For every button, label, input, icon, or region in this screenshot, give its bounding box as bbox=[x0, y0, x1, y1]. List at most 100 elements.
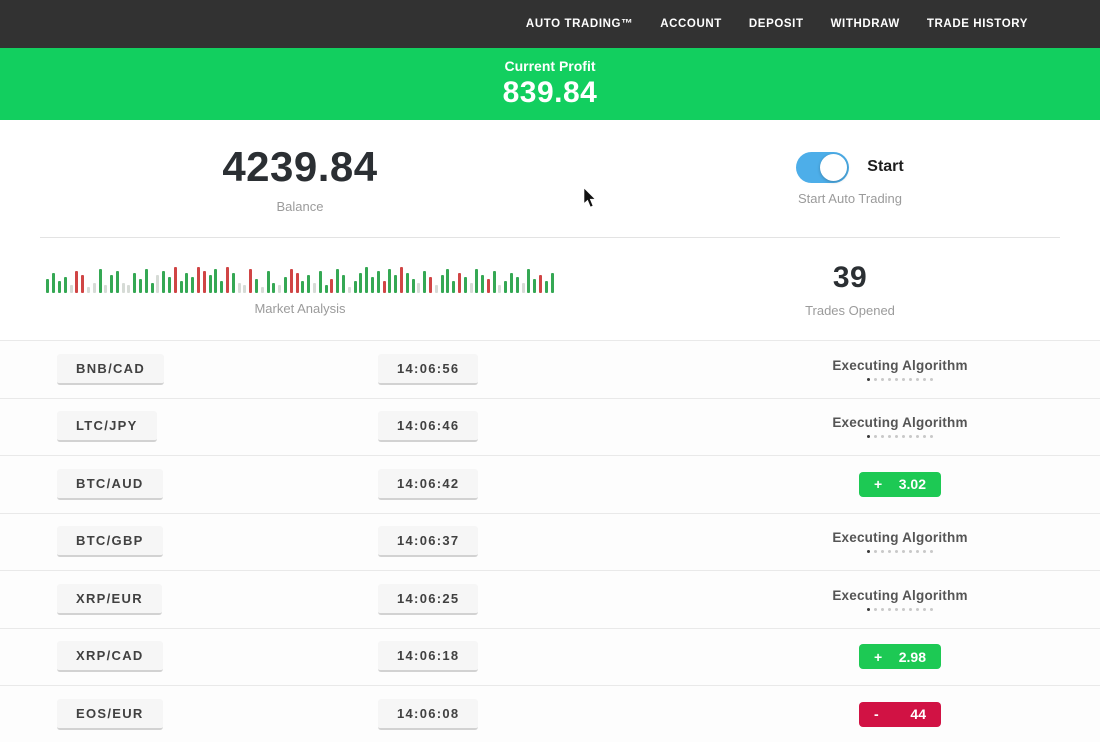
market-bar bbox=[52, 272, 56, 293]
time-badge: 14:06:42 bbox=[378, 468, 479, 500]
executing-algorithm-label: Executing Algorithm bbox=[832, 415, 968, 431]
market-bar bbox=[492, 270, 496, 293]
market-bar bbox=[255, 278, 259, 293]
market-bar bbox=[550, 272, 554, 293]
market-bar bbox=[423, 270, 427, 293]
trades-opened-value: 39 bbox=[832, 260, 868, 294]
market-bar bbox=[486, 278, 490, 293]
result-badge: +3.02 bbox=[859, 471, 941, 497]
pair-badge: BTC/AUD bbox=[57, 468, 163, 500]
market-bar bbox=[533, 278, 537, 293]
market-bar bbox=[405, 272, 409, 293]
result-badge: - 44 bbox=[859, 701, 941, 727]
dashboard: 4239.84 Balance Start Start Auto Trading… bbox=[0, 120, 1100, 742]
market-bar bbox=[243, 284, 247, 293]
market-bar bbox=[330, 278, 334, 293]
market-bar bbox=[307, 274, 311, 293]
progress-dots bbox=[867, 377, 933, 381]
top-navbar: AUTO TRADING™ ACCOUNT DEPOSIT WITHDRAW TRADE… bbox=[0, 0, 1100, 48]
market-bar bbox=[452, 280, 456, 293]
market-bar bbox=[226, 266, 230, 293]
market-bar bbox=[272, 282, 276, 293]
time-badge: 14:06:46 bbox=[378, 411, 479, 443]
market-bar bbox=[382, 280, 386, 293]
market-bar bbox=[81, 274, 85, 293]
market-bar bbox=[515, 276, 519, 293]
profit-banner: Current Profit 839.84 bbox=[0, 48, 1100, 120]
trade-row: BNB/CAD 14:06:56 Executing Algorithm bbox=[0, 340, 1100, 398]
market-bar bbox=[98, 268, 102, 293]
market-bar bbox=[139, 278, 143, 293]
time-badge: 14:06:37 bbox=[378, 526, 479, 558]
trade-row: BTC/AUD 14:06:42 +3.02 bbox=[0, 455, 1100, 513]
market-bar bbox=[428, 276, 432, 293]
market-bar bbox=[284, 276, 287, 293]
auto-trading-stat: Start Start Auto Trading bbox=[600, 151, 1100, 206]
market-bar bbox=[359, 272, 363, 293]
market-bar bbox=[521, 282, 525, 293]
auto-trading-label: Start Auto Trading bbox=[797, 190, 903, 206]
pair-badge: XRP/EUR bbox=[57, 583, 162, 615]
nav-item-withdraw[interactable]: WITHDRAW bbox=[830, 18, 900, 30]
market-bar bbox=[150, 282, 154, 293]
pair-badge: XRP/CAD bbox=[57, 641, 163, 673]
market-bar bbox=[301, 280, 305, 293]
result-badge: +2.98 bbox=[859, 644, 941, 670]
market-bar bbox=[527, 268, 531, 293]
nav-item-auto-trading[interactable]: AUTO TRADING™ bbox=[525, 18, 634, 30]
market-bar bbox=[231, 272, 235, 293]
trade-row: LTC/JPY 14:06:46 Executing Algorithm bbox=[0, 397, 1100, 455]
market-bar bbox=[341, 274, 345, 293]
market-bar bbox=[469, 282, 473, 293]
market-bar bbox=[168, 276, 172, 293]
market-bar bbox=[104, 284, 108, 293]
market-bar bbox=[208, 274, 212, 293]
pair-badge: LTC/JPY bbox=[57, 411, 157, 443]
nav-item-trade-history[interactable]: TRADE HISTORY bbox=[926, 18, 1028, 30]
market-bar bbox=[92, 282, 96, 293]
market-analysis-label: Market Analysis bbox=[254, 300, 346, 316]
nav-item-deposit[interactable]: DEPOSIT bbox=[748, 18, 804, 30]
market-bar bbox=[220, 280, 224, 293]
market-bar bbox=[46, 278, 50, 293]
nav-item-account[interactable]: ACCOUNT bbox=[660, 18, 722, 30]
market-bar bbox=[86, 286, 90, 293]
auto-trading-toggle[interactable] bbox=[796, 151, 850, 183]
market-bar bbox=[498, 284, 502, 293]
current-profit-value: 839.84 bbox=[502, 76, 598, 109]
market-bar bbox=[173, 266, 177, 293]
progress-dots bbox=[867, 550, 933, 554]
market-bar bbox=[202, 270, 206, 293]
market-bar bbox=[399, 266, 403, 293]
result-sign: - bbox=[874, 706, 879, 723]
result-value: 44 bbox=[910, 706, 926, 723]
current-profit-label: Current Profit bbox=[504, 58, 596, 74]
pair-badge: EOS/EUR bbox=[57, 698, 163, 730]
market-bar bbox=[57, 280, 61, 293]
result-value: 2.98 bbox=[898, 648, 926, 665]
market-bar bbox=[249, 268, 253, 293]
market-bar bbox=[162, 270, 166, 293]
market-bar bbox=[336, 268, 340, 293]
market-bar bbox=[115, 270, 119, 293]
time-badge: 14:06:56 bbox=[378, 353, 479, 385]
trade-row: BTC/GBP 14:06:37 Executing Algorithm bbox=[0, 512, 1100, 570]
balance-section: 4239.84 Balance Start Start Auto Trading bbox=[0, 120, 1100, 237]
market-bar bbox=[312, 282, 316, 293]
market-bar bbox=[544, 280, 548, 293]
market-bar bbox=[434, 284, 438, 293]
trades-opened-label: Trades Opened bbox=[805, 302, 895, 318]
section-divider bbox=[40, 237, 1060, 238]
market-bar bbox=[446, 268, 450, 293]
market-bar bbox=[388, 268, 392, 293]
market-bar bbox=[481, 274, 485, 293]
result-sign: + bbox=[874, 648, 883, 665]
toggle-knob[interactable] bbox=[820, 153, 848, 181]
market-bar bbox=[417, 282, 421, 293]
trades-list: BNB/CAD 14:06:56 Executing Algorithm LTC/JP… bbox=[0, 340, 1100, 742]
market-bar bbox=[504, 280, 508, 293]
market-bar bbox=[370, 276, 374, 293]
time-badge: 14:06:25 bbox=[378, 583, 479, 615]
market-bar bbox=[324, 284, 328, 293]
market-bar bbox=[539, 274, 543, 293]
